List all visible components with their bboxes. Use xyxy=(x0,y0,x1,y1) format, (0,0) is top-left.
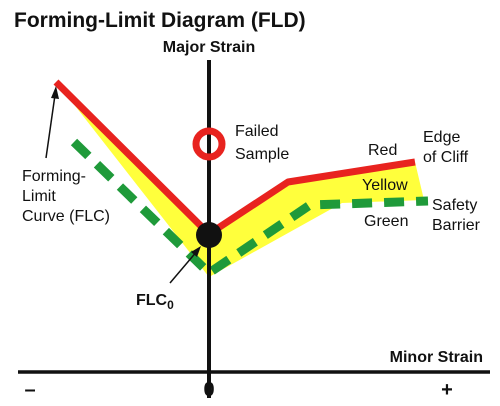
failed-sample-label-line1: Failed xyxy=(235,123,279,140)
yellow-zone xyxy=(56,82,424,277)
flc0-arrowhead xyxy=(191,246,201,257)
edge-of-cliff-label-line1: Edge xyxy=(423,129,460,146)
flc0-point xyxy=(196,222,222,248)
y-axis-title: Major Strain xyxy=(163,39,255,56)
green-safety-barrier xyxy=(70,138,429,279)
flc-label-line3: Curve (FLC) xyxy=(22,208,110,225)
flc0-arrow-line xyxy=(169,249,199,284)
tick-zero: 0 xyxy=(203,379,214,401)
yellow-label: Yellow xyxy=(362,177,408,194)
flc0-label-sub: 0 xyxy=(167,298,174,312)
flc0-label-base: FLC xyxy=(136,292,168,309)
red-label: Red xyxy=(368,142,397,159)
flc-label-line2: Limit xyxy=(22,188,56,205)
failed-sample-label-line2: Sample xyxy=(235,146,289,163)
flc-arrow-line xyxy=(45,94,56,159)
failed-sample-marker xyxy=(192,127,226,161)
flc0-label: FLC0 xyxy=(136,292,174,312)
flc-label-line1: Forming- xyxy=(22,168,86,185)
edge-of-cliff-label-line2: of Cliff xyxy=(423,149,469,166)
flc-arrowhead xyxy=(51,86,59,99)
green-label: Green xyxy=(364,213,408,230)
red-forming-limit-curve xyxy=(53,79,416,238)
safety-barrier-label-line1: Safety xyxy=(432,197,477,214)
x-axis-title: Minor Strain xyxy=(390,349,483,366)
tick-plus: + xyxy=(441,379,453,401)
diagram-title: Forming-Limit Diagram (FLD) xyxy=(14,9,306,32)
safety-barrier-label-line2: Barrier xyxy=(432,217,481,234)
tick-minus: – xyxy=(24,379,35,401)
